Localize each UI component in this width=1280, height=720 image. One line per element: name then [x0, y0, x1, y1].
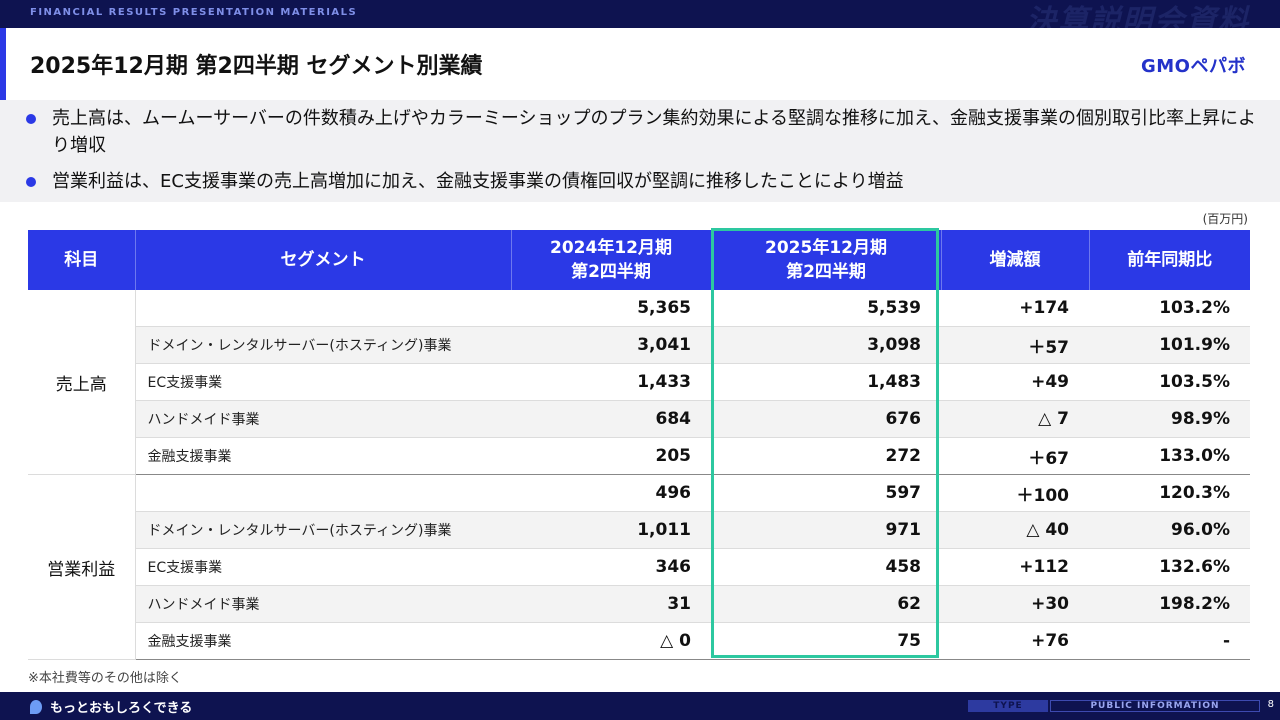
prev-cell: 346	[511, 548, 711, 586]
segment-results-table: 科目 セグメント 2024年12月期 第2四半期 2025年12月期 第2四半期…	[28, 230, 1250, 660]
prev-cell: 1,011	[511, 511, 711, 549]
bullet-item: 売上高は、ムームーサーバーの件数積み上げやカラーミーショップのプラン集約効果によ…	[26, 105, 1256, 159]
unit-label: (百万円)	[1202, 212, 1248, 226]
prev-cell: △ 0	[511, 622, 711, 660]
prev-cell: 205	[511, 437, 711, 475]
diff-cell: +174	[941, 290, 1089, 327]
slogan-text: もっとおもしろくできる	[50, 701, 193, 716]
public-info-label: PUBLIC INFORMATION	[1050, 700, 1260, 712]
page-number: 8	[1267, 699, 1274, 710]
curr-cell: 272	[711, 437, 941, 475]
bottom-banner: もっとおもしろくできる TYPE PUBLIC INFORMATION	[0, 692, 1280, 720]
segment-cell: ハンドメイド事業	[135, 400, 511, 438]
diff-cell: ＋67	[941, 437, 1089, 475]
prev-cell: 5,365	[511, 290, 711, 327]
prev-cell: 3,041	[511, 326, 711, 364]
prev-cell: 31	[511, 585, 711, 623]
curr-cell: 971	[711, 511, 941, 549]
curr-cell: 676	[711, 400, 941, 438]
table-row: ハンドメイド事業 31 62 +30 198.2%	[28, 585, 1250, 623]
type-label: TYPE	[968, 700, 1048, 712]
ratio-cell: 120.3%	[1089, 474, 1250, 512]
company-logo: GMOペパボ	[1141, 56, 1246, 77]
table-row: 売上高 5,365 5,539 +174 103.2%	[28, 290, 1250, 475]
ratio-cell: 103.5%	[1089, 363, 1250, 401]
segment-cell	[135, 474, 511, 512]
ratio-cell: 198.2%	[1089, 585, 1250, 623]
speech-bubble-icon	[30, 699, 42, 714]
segment-cell: 金融支援事業	[135, 437, 511, 475]
header-segment: セグメント	[135, 230, 512, 290]
diff-cell: △ 40	[941, 511, 1089, 549]
header-ratio: 前年同期比	[1089, 230, 1250, 290]
diff-cell: △ 7	[941, 400, 1089, 438]
table-header-row: 科目 セグメント 2024年12月期 第2四半期 2025年12月期 第2四半期…	[28, 230, 1250, 290]
diff-cell: +49	[941, 363, 1089, 401]
title-bar: 2025年12月期 第2四半期 セグメント別業績 GMOペパボ	[0, 28, 1280, 100]
diff-cell: +112	[941, 548, 1089, 586]
category-cell: 営業利益	[28, 474, 136, 660]
prev-cell: 1,433	[511, 363, 711, 401]
curr-cell: 3,098	[711, 326, 941, 364]
banner-tag: FINANCIAL RESULTS PRESENTATION MATERIALS	[30, 7, 358, 18]
curr-cell: 458	[711, 548, 941, 586]
ratio-cell: 96.0%	[1089, 511, 1250, 549]
ratio-cell: 101.9%	[1089, 326, 1250, 364]
segment-cell: ハンドメイド事業	[135, 585, 511, 623]
curr-cell: 1,483	[711, 363, 941, 401]
curr-cell: 75	[711, 622, 941, 660]
ratio-cell: 103.2%	[1089, 290, 1250, 327]
bullet-dot-icon	[26, 114, 36, 124]
curr-cell: 62	[711, 585, 941, 623]
bullet-item: 営業利益は、EC支援事業の売上高増加に加え、金融支援事業の債権回収が堅調に推移し…	[26, 168, 1256, 195]
ratio-cell: 98.9%	[1089, 400, 1250, 438]
table-row: ドメイン・レンタルサーバー(ホスティング)事業 3,041 3,098 ＋57 101.…	[28, 326, 1250, 364]
segment-cell: EC支援事業	[135, 548, 511, 586]
table-row: 金融支援事業 205 272 ＋67 133.0%	[28, 437, 1250, 475]
top-banner: FINANCIAL RESULTS PRESENTATION MATERIALS…	[0, 0, 1280, 39]
table-row: ハンドメイド事業 684 676 △ 7 98.9%	[28, 400, 1250, 438]
footnote: ※本社費等のその他は除く	[28, 671, 182, 686]
ratio-cell: -	[1089, 622, 1250, 660]
bullet-text: 売上高は、ムームーサーバーの件数積み上げやカラーミーショップのプラン集約効果によ…	[52, 108, 1257, 156]
table-row: 営業利益 496 597 ＋100 120.3%	[28, 474, 1250, 660]
category-cell: 売上高	[28, 290, 136, 475]
table-row: 金融支援事業 △ 0 75 +76-	[28, 622, 1250, 660]
bullet-dot-icon	[26, 177, 36, 187]
current-period-highlight	[711, 228, 939, 658]
table-row: ドメイン・レンタルサーバー(ホスティング)事業 1,011 971 △ 40 96.0%	[28, 511, 1250, 549]
header-curr: 2025年12月期 第2四半期	[711, 230, 942, 290]
ratio-cell: 132.6%	[1089, 548, 1250, 586]
prev-cell: 684	[511, 400, 711, 438]
header-item: 科目	[28, 230, 136, 290]
segment-cell: ドメイン・レンタルサーバー(ホスティング)事業	[135, 326, 511, 364]
prev-cell: 496	[511, 474, 711, 512]
table-row: EC支援事業 1,433 1,483 +49 103.5%	[28, 363, 1250, 401]
segment-cell	[135, 290, 511, 327]
segment-cell: ドメイン・レンタルサーバー(ホスティング)事業	[135, 511, 511, 549]
page-title: 2025年12月期 第2四半期 セグメント別業績	[30, 54, 483, 79]
summary-bullets: 売上高は、ムームーサーバーの件数積み上げやカラーミーショップのプラン集約効果によ…	[0, 100, 1280, 202]
segment-cell: 金融支援事業	[135, 622, 511, 660]
title-accent	[0, 28, 6, 100]
diff-cell: +30	[941, 585, 1089, 623]
header-prev: 2024年12月期 第2四半期	[511, 230, 712, 290]
curr-cell: 5,539	[711, 290, 941, 327]
diff-cell: +76	[941, 622, 1089, 660]
header-diff: 増減額	[941, 230, 1090, 290]
diff-cell: ＋100	[941, 474, 1089, 512]
bullet-text: 営業利益は、EC支援事業の売上高増加に加え、金融支援事業の債権回収が堅調に推移し…	[52, 171, 904, 192]
segment-cell: EC支援事業	[135, 363, 511, 401]
ratio-cell: 133.0%	[1089, 437, 1250, 475]
curr-cell: 597	[711, 474, 941, 512]
table-row: EC支援事業 346 458 +112 132.6%	[28, 548, 1250, 586]
diff-cell: ＋57	[941, 326, 1089, 364]
slogan: もっとおもしろくできる	[30, 697, 192, 716]
